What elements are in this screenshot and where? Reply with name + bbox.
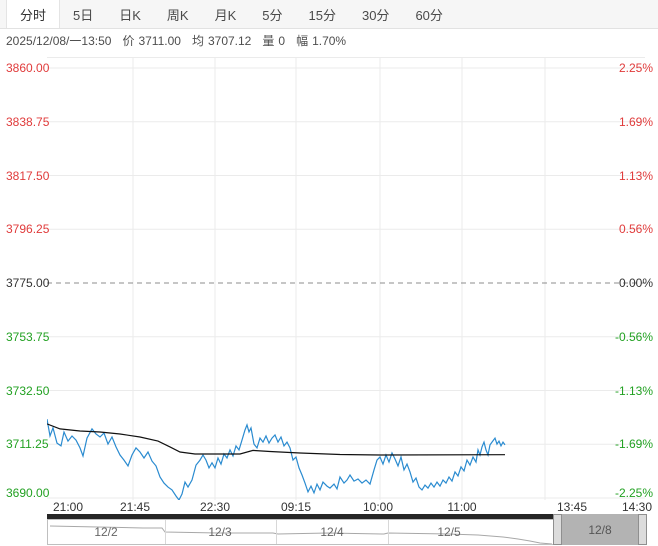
y-axis-percent-label: 1.69% (618, 114, 653, 129)
range-selection[interactable]: 12/8 (553, 514, 647, 545)
y-axis-price-label: 3796.25 (6, 222, 50, 237)
tab-period-6[interactable]: 15分 (308, 7, 336, 23)
range-handle-right[interactable] (638, 514, 647, 545)
tab-period-7[interactable]: 30分 (361, 7, 390, 23)
range-selection-body[interactable]: 12/8 (562, 514, 638, 545)
x-axis-tick: 09:15 (280, 500, 312, 514)
sparkline-path (49, 525, 553, 544)
y-axis-price-label: 3711.25 (6, 437, 49, 452)
tab-period-0[interactable]: 分时 (6, 0, 61, 28)
x-axis-tick: 21:00 (52, 500, 84, 514)
navigator-divider (388, 520, 389, 544)
range-handle-left[interactable] (553, 514, 562, 545)
quote-price: 价 3711.00 (122, 34, 181, 48)
y-axis-price-label: 3860.00 (6, 61, 50, 75)
y-axis-price-label: 3838.75 (6, 114, 50, 129)
y-axis-percent-label: 0.56% (618, 222, 653, 237)
x-axis-tick: 10:00 (362, 500, 394, 514)
price-plot (47, 57, 645, 500)
selected-date-label: 12/8 (588, 522, 612, 537)
range-navigator[interactable]: 12/2 12/3 12/4 12/5 (47, 519, 647, 545)
navigator-date-label: 12/4 (320, 525, 344, 539)
navigator-date-label: 12/3 (208, 525, 232, 539)
tab-period-1[interactable]: 5日 (73, 7, 94, 23)
x-axis-tick: 21:45 (119, 500, 151, 514)
y-axis-price-label: 3753.75 (6, 329, 50, 344)
average-line (47, 423, 506, 456)
x-axis-tick: 11:00 (447, 500, 477, 514)
y-axis-percent-label: -0.56% (614, 329, 653, 344)
intraday-chart: 12/2 12/3 12/4 12/5 12/8 3860.00 2.25% 3838.7… (0, 52, 658, 546)
tab-period-4[interactable]: 月K (214, 7, 237, 23)
y-axis-percent-label: -1.13% (614, 383, 653, 398)
axis-bar (47, 514, 553, 519)
y-axis-percent-label: 1.13% (618, 168, 653, 183)
navigator-divider (276, 520, 277, 544)
y-axis-percent-label: 0.00% (618, 276, 653, 290)
y-axis-price-label: 3690.00 (6, 486, 50, 500)
y-axis-price-label: 3732.50 (6, 383, 50, 398)
tab-period-2[interactable]: 日K (119, 7, 141, 23)
navigator-divider (165, 520, 166, 544)
navigator-sparkline (49, 525, 553, 544)
x-axis-tick: 22:30 (199, 500, 231, 514)
y-axis-price-label: 3775.00 (6, 276, 50, 290)
tab-period-5[interactable]: 5分 (262, 7, 283, 23)
tab-period-3[interactable]: 周K (166, 7, 189, 23)
y-axis-percent-label: -2.25% (614, 486, 653, 500)
period-tabbar: 分时 5日 日K 周K 月K 5分 15分 30分 60分 (0, 0, 658, 29)
x-axis-tick: 14:30 (621, 500, 653, 514)
quote-range: 幅 1.70% (296, 34, 347, 48)
x-axis-tick: 13:45 (556, 500, 588, 514)
quote-average: 均 3707.12 (191, 34, 252, 48)
quote-datetime: 2025/12/08/一13:50 (6, 34, 112, 48)
tab-period-8[interactable]: 60分 (415, 7, 443, 23)
y-axis-percent-label: 2.25% (618, 61, 653, 75)
navigator-date-label: 12/2 (94, 525, 118, 539)
y-axis-percent-label: -1.69% (614, 437, 653, 452)
price-line (47, 418, 506, 500)
y-axis-price-label: 3817.50 (6, 168, 50, 183)
navigator-date-label: 12/5 (437, 525, 461, 539)
